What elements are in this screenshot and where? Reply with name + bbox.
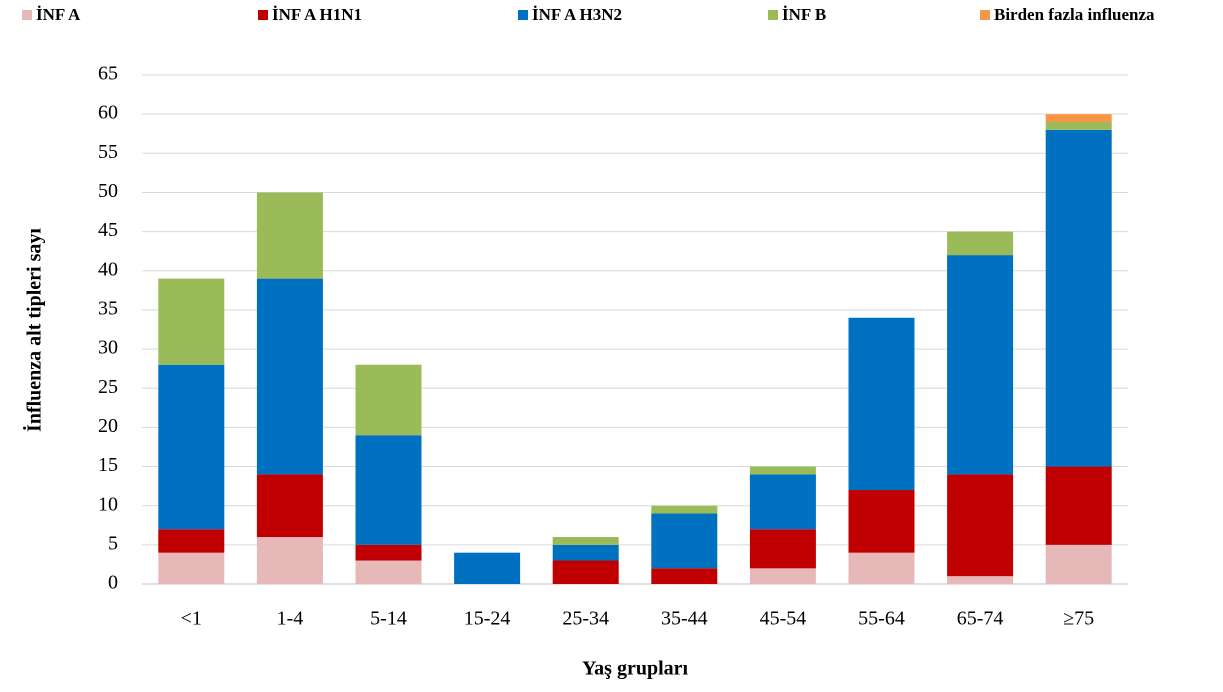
- bar-segment: [749, 474, 816, 530]
- legend-swatch: [258, 10, 268, 20]
- bar-segment: [651, 568, 718, 584]
- bar-segment: [158, 278, 225, 365]
- bar-segment: [947, 255, 1014, 475]
- bar-segment: [848, 552, 915, 584]
- y-tick-label: 35: [98, 298, 118, 320]
- x-axis-title: Yaş grupları: [582, 658, 689, 680]
- bar-segment: [355, 364, 422, 436]
- bar-segment: [848, 490, 915, 553]
- x-tick-label: 15-24: [464, 608, 511, 630]
- y-tick-label: 30: [98, 337, 118, 359]
- bar-segment: [1045, 114, 1112, 122]
- bar-segment: [158, 364, 225, 530]
- legend-swatch: [768, 10, 778, 20]
- y-tick-label: 65: [98, 63, 118, 85]
- bar-segment: [1045, 544, 1112, 584]
- y-axis-title: İnfluenza alt tipleri sayı: [22, 228, 46, 432]
- y-tick-label: 5: [108, 532, 118, 554]
- y-tick-label: 10: [98, 493, 118, 515]
- bar-segment: [1045, 466, 1112, 545]
- y-tick-label: 20: [98, 415, 118, 437]
- bar-segment: [256, 278, 323, 475]
- legend-swatch: [980, 10, 990, 20]
- y-tick-label: 15: [98, 454, 118, 476]
- bar-segment: [749, 466, 816, 475]
- bar-segment: [651, 513, 718, 569]
- bar-segment: [158, 529, 225, 553]
- y-tick-label: 55: [98, 141, 118, 163]
- x-tick-label: 35-44: [661, 608, 708, 630]
- x-tick-label: 55-64: [858, 608, 905, 630]
- bar-segment: [454, 552, 521, 584]
- y-tick-label: 45: [98, 219, 118, 241]
- bar-segment: [1045, 121, 1112, 130]
- legend-label: Birden fazla influenza: [994, 5, 1155, 24]
- legend-swatch: [22, 10, 32, 20]
- bar-segment: [256, 537, 323, 584]
- x-tick-label: 5-14: [370, 608, 407, 630]
- bar-segment: [256, 474, 323, 538]
- legend-label: İNF A: [36, 5, 81, 24]
- bar-segment: [158, 552, 225, 584]
- bar-segment: [355, 435, 422, 545]
- bar-segment: [947, 576, 1014, 584]
- y-tick-label: 25: [98, 376, 118, 398]
- bar-segment: [552, 537, 619, 545]
- y-tick-label: 40: [98, 258, 118, 280]
- x-tick-label: ≥75: [1063, 608, 1094, 630]
- legend-label: İNF A H1N1: [272, 5, 362, 24]
- x-tick-label: <1: [181, 608, 202, 630]
- bar-segment: [947, 474, 1014, 577]
- legend-swatch: [518, 10, 528, 20]
- bar-segment: [848, 317, 915, 491]
- bar-segment: [552, 544, 619, 561]
- x-tick-label: 25-34: [562, 608, 609, 630]
- x-tick-label: 1-4: [277, 608, 304, 630]
- bar-segment: [355, 560, 422, 584]
- bar-segment: [651, 505, 718, 514]
- y-tick-label: 60: [98, 102, 118, 124]
- x-tick-label: 45-54: [760, 608, 807, 630]
- bar-segment: [1045, 129, 1112, 467]
- bar-segment: [355, 544, 422, 561]
- bar-segment: [552, 560, 619, 584]
- legend-label: İNF B: [782, 5, 826, 24]
- bar-segment: [749, 529, 816, 569]
- legend-label: İNF A H3N2: [532, 5, 622, 24]
- bar-segment: [749, 568, 816, 584]
- x-tick-label: 65-74: [957, 608, 1004, 630]
- y-tick-label: 50: [98, 180, 118, 202]
- bar-segment: [256, 192, 323, 279]
- y-tick-label: 0: [108, 572, 118, 594]
- bar-segment: [947, 231, 1014, 256]
